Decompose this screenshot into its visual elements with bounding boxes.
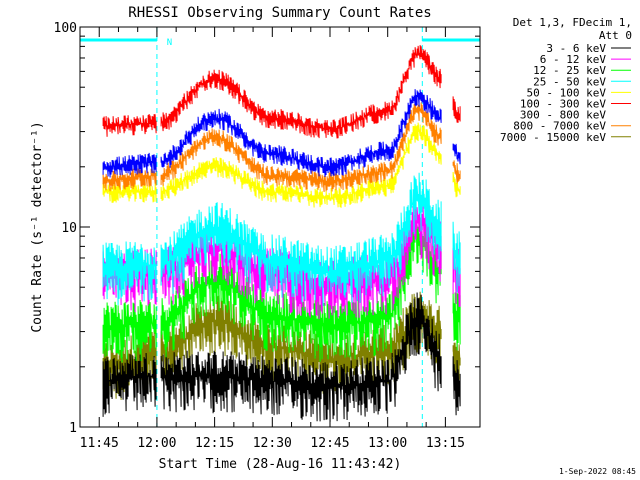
y-tick-label-3: 100 (54, 21, 77, 36)
x-tick-label-1: 11:45 (80, 436, 119, 451)
axes: 11:45 12:00 12:15 12:30 12:45 13:00 13:15 1 10 10… (54, 21, 480, 451)
legend-label-2: 6 - 12 keV (540, 53, 607, 66)
legend-header-line-1: Det 1,3, FDecim 1, (513, 16, 632, 29)
legend-label-6: 100 - 300 keV (520, 98, 606, 111)
series-line-3to6kev (102, 292, 461, 422)
series-line-25to50kev (102, 172, 461, 307)
x-tick-label-4: 12:30 (253, 436, 292, 451)
y-tick-label-1: 1 (69, 421, 77, 436)
series-line-unlabelled-blue (102, 89, 461, 178)
legend-label-4: 25 - 50 keV (533, 75, 606, 88)
x-tick-label-7: 13:15 (426, 436, 465, 451)
y-tick-label-2: 10 (61, 221, 77, 236)
legend-label-1: 3 - 6 keV (546, 42, 606, 55)
legend-label-8: 800 - 7000 keV (513, 120, 606, 133)
legend-label-7: 300 - 800 keV (520, 109, 606, 122)
annotation-1: N (167, 38, 172, 48)
series-line-12to25kev (102, 220, 461, 363)
series-line-50to100kev (102, 122, 461, 208)
x-tick-label-5: 12:45 (310, 436, 349, 451)
x-tick-label-2: 12:00 (137, 436, 176, 451)
legend-label-3: 12 - 25 keV (533, 64, 606, 77)
x-tick-label-6: 13:00 (368, 436, 407, 451)
generated-timestamp: 1-Sep-2022 08:45 (559, 467, 636, 476)
x-tick-label-3: 12:15 (195, 436, 234, 451)
legend-header-line-2: Att 0 (599, 29, 632, 42)
legend-label-5: 50 - 100 keV (527, 86, 607, 99)
y-axis-label: Count Rate (s⁻¹ detector⁻¹) (30, 121, 45, 332)
series-line-100to300kev (102, 45, 461, 139)
legend-label-9: 7000 - 15000 keV (500, 131, 606, 144)
plot-area (102, 45, 461, 422)
chart-title: RHESSI Observing Summary Count Rates (128, 5, 431, 21)
x-axis-label: Start Time (28-Aug-16 11:43:42) (159, 457, 402, 472)
